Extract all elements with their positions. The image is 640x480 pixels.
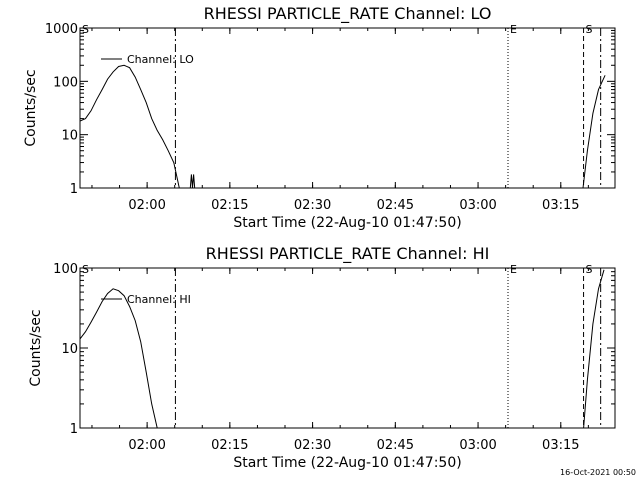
lo-y-axis-label: Counts/sec [23,69,39,146]
hi-series-line-2 [583,269,605,429]
lo-y-tick-label: 1000 [45,22,78,37]
hi-x-axis-label: Start Time (22-Aug-10 01:47:50) [233,455,461,471]
lo-x-tick-label: 02:00 [128,198,165,213]
hi-y-axis-label: Counts/sec [28,309,44,386]
lo-y-tick-label: 100 [53,75,78,90]
lo-y-tick-label: 1 [70,182,78,197]
hi-x-tick-label: 02:15 [211,438,248,453]
hi-y-tick-label: 1 [70,422,78,437]
hi-x-tick-label: 03:00 [459,438,496,453]
hi-y-tick-label: 10 [61,342,78,357]
hi-y-tick-label: 100 [53,262,78,277]
plot-timestamp: 16-Oct-2021 00:50 [560,468,636,477]
hi-event-marker-label: S [82,263,89,276]
hi-legend-label: Channel: HI [127,293,191,306]
lo-legend-label: Channel: LO [127,53,194,66]
hi-x-tick-label: 02:45 [377,438,414,453]
lo-series-line-2 [189,174,196,189]
hi-series-line-1 [79,288,158,429]
lo-x-tick-label: 02:45 [377,198,414,213]
lo-series-line-3 [582,75,606,189]
lo-y-tick-label: 10 [61,129,78,144]
hi-x-tick-label: 02:00 [128,438,165,453]
lo-event-marker-label: S [586,23,593,36]
hi-x-tick-label: 03:15 [542,438,579,453]
hi-x-tick-label: 02:30 [294,438,331,453]
lo-series-line-1 [79,64,180,189]
hi-chart-title: RHESSI PARTICLE_RATE Channel: HI [206,244,490,264]
lo-event-marker-label: S [82,23,89,36]
lo-x-axis-label: Start Time (22-Aug-10 01:47:50) [233,215,461,231]
lo-x-tick-label: 03:15 [542,198,579,213]
lo-event-marker-label: E [510,23,517,36]
lo-x-tick-label: 03:00 [459,198,496,213]
lo-chart-title: RHESSI PARTICLE_RATE Channel: LO [204,4,492,24]
hi-event-marker-label: S [586,263,593,276]
hi-event-marker-label: E [510,263,517,276]
lo-plot-frame [79,27,616,189]
lo-x-tick-label: 02:30 [294,198,331,213]
lo-x-tick-label: 02:15 [211,198,248,213]
hi-plot-frame [79,267,616,429]
